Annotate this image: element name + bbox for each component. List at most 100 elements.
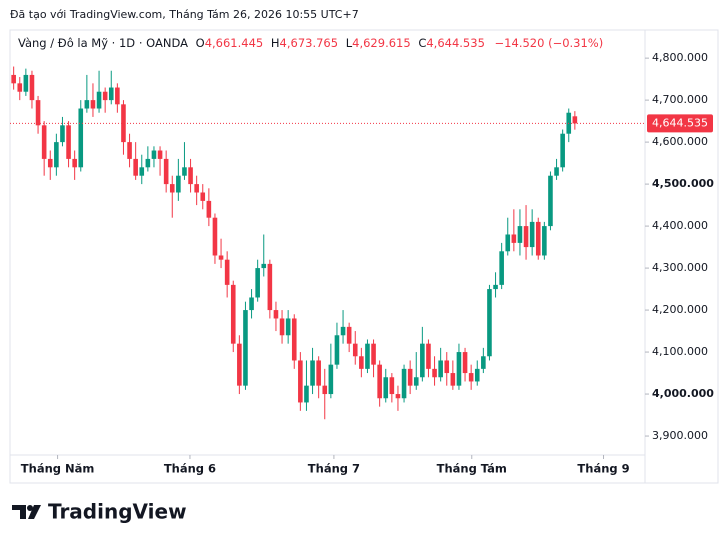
candle-body [182,167,187,176]
candle-body [572,116,578,124]
y-tick-label: 4,700.000 [652,93,708,106]
candle-body [163,158,169,185]
y-tick-label: 4,200.000 [652,303,708,316]
candle-body [438,360,443,378]
candle-body [41,125,47,159]
candle-body [432,368,437,378]
x-tick-label: Tháng Năm [21,462,95,476]
candle-body [133,158,138,176]
candle-body [194,184,199,193]
last-price-tag [647,114,713,133]
y-tick-label: 4,400.000 [652,219,708,232]
candle-body [212,217,218,256]
y-tick-label: 4,500.000 [652,177,714,190]
candle-body [401,368,407,399]
y-tick-label: 4,600.000 [652,135,708,148]
candle-body [273,310,279,319]
candle-body [334,335,340,365]
candle-body [23,74,29,92]
candle-body [237,343,242,386]
candle-body [407,368,413,386]
candle-body [316,360,321,386]
candle-body [487,289,492,357]
candle-body [298,360,303,403]
candle-body [322,385,328,395]
y-tick-label: 4,000.000 [652,387,714,400]
candle-body [542,226,547,256]
candle-body [481,356,486,369]
candle-body [505,234,511,252]
candle-body [72,158,77,168]
candle-body [304,385,309,403]
candle-body [218,255,224,260]
candle-body [96,91,102,109]
legend-value: 4,629.615 [352,36,411,50]
candle-body [468,373,474,382]
candle-body [11,74,16,84]
candle-body [66,125,71,159]
candle-body [328,364,334,395]
legend-key: H [271,36,280,50]
candle-body [127,142,132,159]
candle-body [200,192,206,201]
candle-body [346,326,352,344]
legend: Vàng / Đô la Mỹ · 1D · OANDA O4,661.445 … [18,36,603,50]
brand-logo [12,505,41,519]
candle-body [529,221,535,248]
candle-body [291,318,297,361]
candle-body [230,284,236,344]
candle-body [206,200,212,218]
candle-body [60,125,65,143]
candle-body [17,83,23,92]
candle-body [413,377,419,386]
last-price-label: 4,644.535 [652,116,708,129]
candle-body [78,108,84,168]
candle-body [54,142,59,168]
x-tick-label: Tháng 7 [308,462,360,476]
candle-body [359,356,364,369]
chart-frame [9,29,719,484]
x-tick-label: Tháng Tám [437,462,507,476]
candle-body [535,221,541,256]
y-tick-label: 4,800.000 [652,51,708,64]
candle-body [224,259,230,285]
candle-body [121,104,126,143]
candle-body [499,251,504,285]
brand-name: TradingView [48,500,187,524]
candle-body [255,268,260,298]
candle-body [377,364,382,399]
candle-body [157,150,163,159]
candle-body [389,377,395,395]
candle-body [352,343,358,357]
created-note: Đã tạo với TradingView.com, Tháng Tám 26… [10,8,359,21]
candle-body [108,87,114,101]
candle-body [139,167,145,176]
candle-body [279,318,285,336]
candle-body [169,184,175,193]
candle-body [523,226,529,248]
legend-value: 4,644.535 [426,36,485,50]
candle-body [383,377,389,399]
candle-body [450,373,456,386]
candle-body [188,167,193,185]
candle-body [267,263,273,311]
legend-change: −14.520 (−0.31%) [495,36,604,50]
candle-body [261,263,267,269]
y-tick-label: 3,900.000 [652,429,708,442]
candle-body [548,175,553,227]
y-tick-label: 4,100.000 [652,345,708,358]
candle-body [29,74,35,101]
candle-body [426,343,431,369]
candle-body [511,234,517,243]
candle-body [243,310,248,386]
candle-body [285,318,291,336]
candle-body [395,394,401,399]
legend-key: O [196,36,205,50]
candle-body [249,297,254,311]
candle-body [365,343,370,369]
candle-body [310,360,315,386]
y-tick-label: 4,300.000 [652,261,708,274]
candle-body [517,226,523,243]
candle-body [47,158,53,168]
